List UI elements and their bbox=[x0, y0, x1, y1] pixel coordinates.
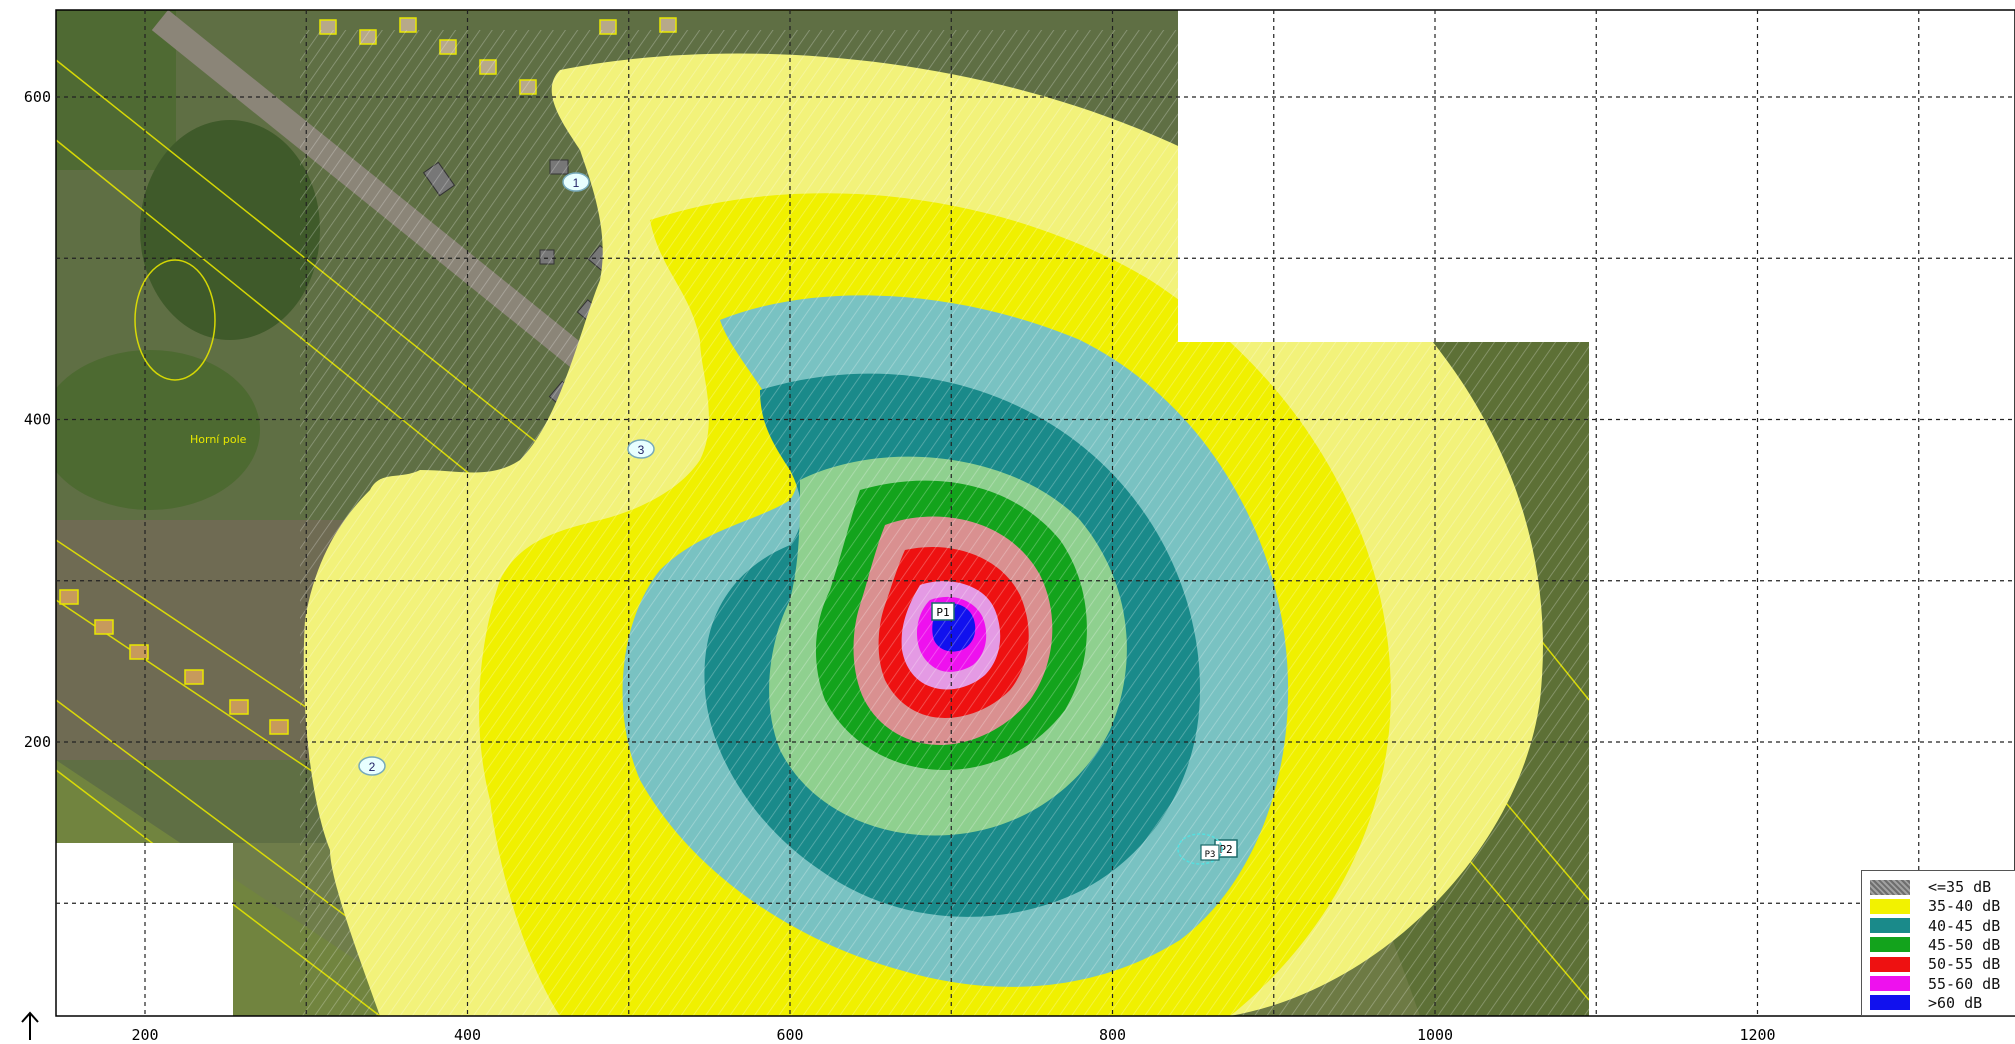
svg-text:P3: P3 bbox=[1205, 850, 1216, 860]
noise-sources[interactable]: P1 P2 P3 bbox=[931, 602, 1238, 865]
legend-swatch bbox=[1870, 976, 1910, 991]
legend-swatch bbox=[1870, 956, 1910, 972]
legend-swatch bbox=[1870, 995, 1910, 1011]
legend-label: 45-50 dB bbox=[1928, 935, 2001, 954]
receiver-points[interactable]: 1 2 3 bbox=[358, 172, 655, 776]
source-p1[interactable]: P1 bbox=[931, 602, 955, 621]
legend-swatch bbox=[1870, 937, 1910, 953]
receiver-point-3[interactable]: 3 bbox=[627, 439, 655, 459]
x-tick-label: 1200 bbox=[1739, 1026, 1775, 1044]
legend-item: >60 dB bbox=[1870, 994, 1982, 1012]
legend-swatch bbox=[1870, 898, 1910, 914]
map-frame bbox=[55, 9, 2015, 1017]
receiver-point-1[interactable]: 1 bbox=[562, 172, 590, 192]
legend-swatch bbox=[1870, 879, 1910, 895]
y-tick-label: 400 bbox=[24, 411, 51, 429]
legend-item: <=35 dB bbox=[1870, 878, 1991, 896]
place-label: Horní pole bbox=[190, 433, 247, 446]
legend-item: 35-40 dB bbox=[1870, 897, 2000, 915]
legend-item: 50-55 dB bbox=[1870, 955, 2000, 973]
legend-label: 50-55 dB bbox=[1928, 955, 2001, 974]
x-tick-label: 600 bbox=[776, 1026, 803, 1044]
north-arrow-icon bbox=[21, 1011, 39, 1040]
legend-label: 40-45 dB bbox=[1928, 916, 2001, 935]
legend-item: 40-45 dB bbox=[1870, 917, 2000, 935]
svg-text:3: 3 bbox=[638, 443, 645, 457]
legend: <=35 dB 35-40 dB 40-45 dB 45-50 dB 50-55 dB 5… bbox=[1861, 870, 2015, 1016]
legend-swatch bbox=[1870, 918, 1910, 934]
x-axis-ticks: 200 400 600 800 1000 1200 bbox=[131, 1026, 1775, 1044]
y-axis-ticks: 600 400 200 bbox=[24, 88, 51, 751]
y-tick-label: 600 bbox=[24, 88, 51, 106]
legend-label: <=35 dB bbox=[1928, 878, 1992, 896]
legend-label: 55-60 dB bbox=[1928, 974, 2001, 993]
x-tick-label: 1000 bbox=[1417, 1026, 1453, 1044]
legend-item: 55-60 dB bbox=[1870, 975, 2000, 993]
grid-lines bbox=[56, 10, 2015, 1016]
legend-label: 35-40 dB bbox=[1928, 897, 2001, 916]
legend-label: >60 dB bbox=[1928, 993, 1983, 1012]
x-tick-label: 400 bbox=[454, 1026, 481, 1044]
legend-item: 45-50 dB bbox=[1870, 936, 2000, 954]
source-p2[interactable]: P2 bbox=[1214, 839, 1238, 858]
x-tick-label: 200 bbox=[131, 1026, 158, 1044]
svg-text:P2: P2 bbox=[1219, 843, 1232, 856]
svg-text:P1: P1 bbox=[936, 606, 949, 619]
y-tick-label: 200 bbox=[24, 733, 51, 751]
receiver-point-2[interactable]: 2 bbox=[358, 756, 386, 776]
x-tick-label: 800 bbox=[1099, 1026, 1126, 1044]
svg-text:2: 2 bbox=[369, 760, 376, 774]
source-p3[interactable]: P3 bbox=[1177, 833, 1223, 865]
svg-text:1: 1 bbox=[573, 176, 580, 190]
